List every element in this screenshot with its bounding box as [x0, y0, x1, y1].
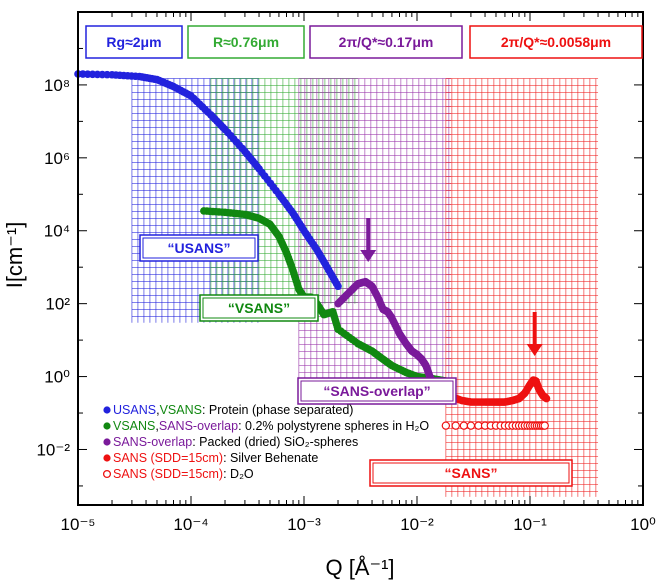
legend-marker [103, 438, 111, 446]
annotation-box [297, 377, 457, 405]
region-overlap [298, 78, 452, 396]
legend-label-part: VSANS [160, 403, 202, 417]
peak-arrow-head [360, 250, 377, 262]
y-tick-label: 10⁸ [44, 76, 70, 95]
annotation-text: R≈0.76μm [213, 34, 279, 50]
annotation-sans: “SANS” [369, 459, 573, 487]
legend-label-part: , [156, 403, 159, 417]
annotation-box [369, 459, 573, 487]
data-point [334, 282, 342, 291]
legend-label-part: USANS [113, 403, 156, 417]
annotation-box-inner [142, 237, 256, 259]
legend-label: VSANS,SANS-overlap: 0.2% polystyrene sph… [113, 419, 429, 433]
data-point [540, 421, 549, 430]
legend-label-part: : 0.2% polystyrene spheres in H₂O [238, 419, 429, 433]
legend-entry-3: SANS (SDD=15cm): Silver Behenate [103, 451, 318, 465]
series-1 [200, 207, 342, 333]
coverage-regions [131, 78, 599, 497]
legend-label-part: VSANS [113, 419, 155, 433]
legend-marker [102, 469, 112, 479]
x-tick-label: 10⁻² [400, 515, 434, 534]
annotation-box [85, 25, 183, 59]
x-tick-label: 10⁻¹ [513, 515, 547, 534]
y-axis-title: I[cm⁻¹] [2, 222, 27, 289]
x-tick-label: 10⁻⁵ [61, 515, 96, 534]
legend-entry-1: VSANS,SANS-overlap: 0.2% polystyrene sph… [103, 419, 429, 433]
legend-marker [103, 454, 111, 462]
data-point [466, 421, 476, 430]
annotation-rg: Rg≈2μm [85, 25, 183, 59]
series-0 [74, 70, 342, 291]
legend-label-part: SANS-overlap [113, 435, 192, 449]
x-tick-label: 10⁻³ [287, 515, 321, 534]
data-point [441, 421, 451, 430]
annotation-text: Rg≈2μm [106, 34, 161, 50]
axis-ticks: 10⁻⁵ 10⁻⁴ 10⁻³ 10⁻² 10⁻¹ 10⁰ 10⁻² 10⁰ 10² 10⁴ 10⁶ 1… [36, 12, 656, 534]
annotation-box-inner [372, 462, 570, 484]
annotation-text: “SANS-overlap” [323, 383, 430, 399]
annotation-vsans: “VSANS” [199, 294, 319, 322]
annotation-text: 2π/Q*≈0.0058μm [501, 34, 611, 50]
annotation-q_red: 2π/Q*≈0.0058μm [469, 25, 643, 59]
legend-label-part: : D₂O [223, 467, 254, 481]
legend-label-part: , [155, 419, 158, 433]
data-point [542, 394, 551, 403]
annotation-box [187, 25, 305, 59]
y-tick-label: 10⁴ [44, 222, 70, 241]
legend-marker [103, 406, 111, 414]
annotation-box-inner [300, 380, 454, 402]
annotation-box [309, 25, 463, 59]
legend: USANS,VSANS: Protein (phase separated)VS… [102, 403, 429, 481]
legend-label-part: : Packed (dried) SiO₂-spheres [192, 435, 358, 449]
x-axis-title: Q [Å⁻¹] [325, 555, 394, 580]
y-tick-label: 10² [45, 295, 70, 314]
legend-marker [103, 422, 111, 430]
x-tick-label: 10⁻⁴ [173, 515, 208, 534]
annotation-text: 2π/Q*≈0.17μm [339, 34, 434, 50]
legend-label-part: SANS-overlap [159, 419, 238, 433]
legend-label-part: : Protein (phase separated) [202, 403, 353, 417]
annotation-box [469, 25, 643, 59]
legend-label: SANS (SDD=15cm): Silver Behenate [113, 451, 318, 465]
legend-entry-0: USANS,VSANS: Protein (phase separated) [103, 403, 353, 417]
peak-arrow-head [526, 344, 543, 356]
plot-frame [77, 11, 644, 506]
annotation-box [139, 234, 259, 262]
legend-label: USANS,VSANS: Protein (phase separated) [113, 403, 353, 417]
peak-arrows [360, 218, 543, 356]
annotation-text: “USANS” [167, 240, 230, 256]
data-point [451, 421, 460, 430]
annotation-overlap: “SANS-overlap” [297, 377, 457, 405]
legend-label: SANS (SDD=15cm): D₂O [113, 467, 254, 481]
legend-entry-2: SANS-overlap: Packed (dried) SiO₂-sphere… [103, 435, 358, 449]
annotation-text: “VSANS” [228, 300, 290, 316]
legend-label-part: : Silver Behenate [223, 451, 318, 465]
annotation-r: R≈0.76μm [187, 25, 305, 59]
annotation-usans: “USANS” [139, 234, 259, 262]
y-tick-label: 10⁻² [36, 440, 70, 459]
y-tick-label: 10⁰ [44, 368, 70, 387]
annotation-boxes: Rg≈2μm R≈0.76μm 2π/Q*≈0.17μm 2π/Q*≈0.0058μm… [85, 25, 643, 487]
annotation-box-inner [202, 297, 316, 319]
legend-entry-4: SANS (SDD=15cm): D₂O [102, 467, 254, 481]
x-tick-label: 10⁰ [630, 515, 656, 534]
annotation-q_purple: 2π/Q*≈0.17μm [309, 25, 463, 59]
y-tick-label: 10⁶ [44, 149, 70, 168]
annotation-box [199, 294, 319, 322]
legend-label-part: SANS (SDD=15cm) [113, 467, 223, 481]
series-5 [441, 421, 549, 430]
annotation-text: “SANS” [445, 465, 498, 481]
legend-label: SANS-overlap: Packed (dried) SiO₂-sphere… [113, 435, 358, 449]
legend-label-part: SANS (SDD=15cm) [113, 451, 223, 465]
data-point [459, 421, 469, 430]
